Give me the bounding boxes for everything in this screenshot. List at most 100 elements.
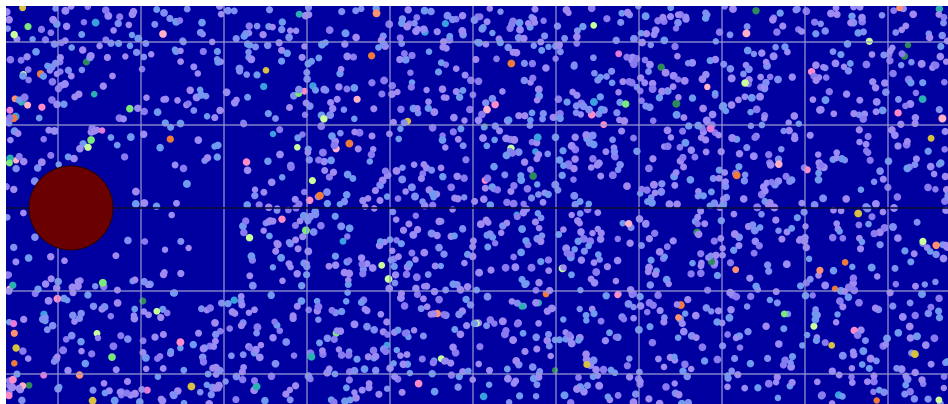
particle xyxy=(848,12,856,21)
particle xyxy=(780,310,788,318)
particle xyxy=(43,326,51,334)
particle xyxy=(352,33,360,42)
particle xyxy=(588,131,597,140)
particle xyxy=(479,392,488,401)
particle xyxy=(559,147,567,155)
particle xyxy=(608,67,616,75)
particle xyxy=(139,130,148,139)
particle xyxy=(868,213,876,221)
particle xyxy=(376,196,384,205)
particle xyxy=(160,9,168,17)
particle xyxy=(398,175,407,184)
particle xyxy=(850,6,858,11)
particle xyxy=(198,305,205,313)
particle xyxy=(351,389,358,396)
particle xyxy=(625,220,633,228)
particle xyxy=(358,386,366,394)
particle xyxy=(751,133,759,142)
particle xyxy=(33,164,42,172)
particle xyxy=(380,76,389,85)
particle xyxy=(594,251,602,258)
particle xyxy=(604,393,612,401)
particle xyxy=(299,233,307,241)
particle xyxy=(580,247,589,255)
particle xyxy=(397,289,406,298)
particle xyxy=(431,262,439,270)
particle xyxy=(876,241,884,249)
particle xyxy=(131,389,139,398)
particle xyxy=(315,316,322,323)
particle xyxy=(276,327,284,335)
particle xyxy=(674,334,682,342)
particle xyxy=(447,371,456,379)
particle xyxy=(194,329,203,337)
particle xyxy=(759,183,768,191)
particle xyxy=(595,381,604,390)
particle xyxy=(289,312,297,320)
particle xyxy=(211,114,219,122)
particle xyxy=(567,399,575,404)
particle xyxy=(263,41,272,50)
particle xyxy=(12,344,20,352)
particle xyxy=(369,145,377,153)
particle xyxy=(459,86,467,94)
particle xyxy=(582,131,591,140)
particle xyxy=(6,391,13,400)
particle xyxy=(412,27,420,36)
particle xyxy=(511,263,520,272)
particle xyxy=(630,314,637,322)
particle xyxy=(455,93,464,101)
particle xyxy=(419,295,427,303)
particle xyxy=(613,256,622,265)
particle xyxy=(832,6,840,12)
particle xyxy=(37,158,46,167)
particle xyxy=(579,102,588,111)
particle xyxy=(689,259,696,267)
particle xyxy=(19,72,27,80)
particle xyxy=(844,67,853,75)
particle xyxy=(629,398,638,404)
particle xyxy=(399,360,408,369)
particle xyxy=(752,105,761,114)
particle xyxy=(396,34,404,42)
particle xyxy=(927,303,935,311)
particle xyxy=(69,289,77,297)
particle xyxy=(112,366,120,374)
particle xyxy=(287,27,294,34)
particle xyxy=(435,243,443,252)
particle xyxy=(747,122,755,130)
particle xyxy=(71,318,78,325)
particle xyxy=(614,291,621,299)
particle xyxy=(89,302,98,311)
simulation-canvas[interactable] xyxy=(6,6,948,404)
particle xyxy=(854,209,863,218)
particle xyxy=(630,134,637,142)
particle xyxy=(636,302,645,310)
particle xyxy=(589,154,597,163)
particle xyxy=(64,66,73,74)
particle xyxy=(344,351,353,359)
particle xyxy=(112,252,120,260)
particle xyxy=(357,298,366,307)
particle xyxy=(592,365,600,374)
particle xyxy=(784,48,791,56)
particle xyxy=(304,148,312,156)
particle xyxy=(32,47,40,56)
particle xyxy=(337,65,345,73)
particle xyxy=(732,171,741,180)
particle xyxy=(10,243,18,252)
particle xyxy=(649,117,657,125)
particle xyxy=(704,286,712,294)
particle xyxy=(615,50,623,58)
particle xyxy=(531,6,539,13)
particle xyxy=(353,95,361,103)
particle xyxy=(513,213,521,221)
cylinder-obstacle[interactable] xyxy=(28,165,114,251)
particle xyxy=(755,242,763,250)
particle xyxy=(919,79,927,87)
particle xyxy=(521,112,529,120)
particle xyxy=(470,319,479,328)
particle xyxy=(595,159,603,168)
particle xyxy=(199,47,207,56)
particle xyxy=(828,342,836,349)
